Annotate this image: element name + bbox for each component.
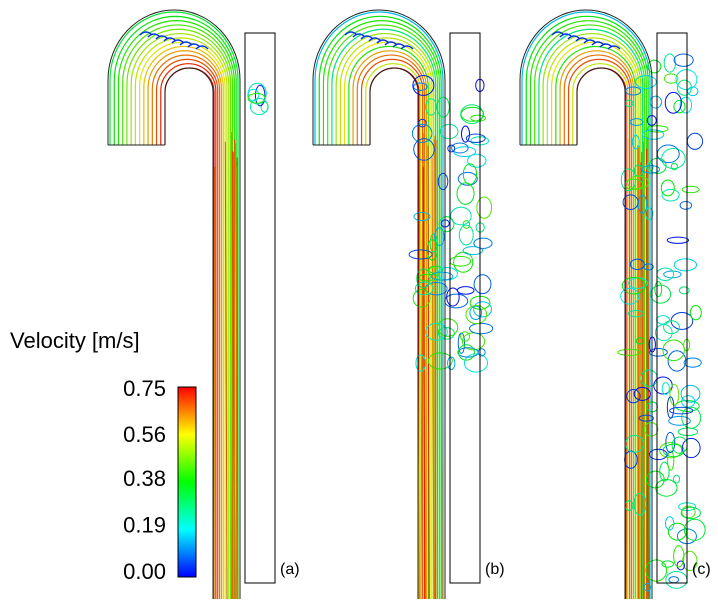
eddy [690,305,701,319]
pipe-outline [108,10,240,599]
eddy [250,99,267,115]
eddy [674,546,684,567]
colorbar-ticks: 0.75 0.56 0.38 0.19 0.00 [123,376,166,584]
eddy [474,275,491,294]
eddy [682,186,699,193]
eddy [662,561,674,567]
eddy [657,316,670,324]
streamline [366,64,421,599]
eddy [438,267,458,279]
eddy [664,54,675,72]
streamline [349,46,428,599]
eddy [470,323,493,333]
eddy [681,385,700,402]
tank-outline [657,33,687,583]
colorbar-tick-label: 0.00 [123,559,166,584]
streamline-panel: (a) [108,10,300,599]
eddy [668,451,674,470]
panel-label: (c) [692,561,711,578]
eddy [457,287,474,295]
streamline-panel: (b) [313,10,505,599]
eddy [451,207,472,225]
eddy [667,237,688,243]
eddy [461,126,469,142]
eddy [679,287,689,294]
eddy [426,99,437,115]
eddy [657,145,679,163]
streamline [110,12,238,599]
eddy [665,92,681,113]
eddy [662,383,669,395]
eddy [477,197,492,218]
eddy [661,180,674,196]
eddy [688,87,698,96]
streamline [370,68,419,599]
pipe-outline [520,10,652,599]
panel-label: (a) [280,561,300,578]
eddy [674,259,696,271]
eddy [656,480,677,497]
streamline [362,59,423,599]
eddy [674,54,693,66]
colorbar-tick-label: 0.56 [123,422,166,447]
eddy [668,351,686,371]
streamline [564,55,631,599]
streamline [569,59,630,599]
eddy [669,577,679,583]
streamline [236,166,237,599]
streamline-panels: (a) (b) (c) [108,10,711,599]
eddy [682,407,701,428]
streamline [573,64,628,599]
eddy [655,282,662,297]
streamline-panel: (c) [520,10,711,599]
colorbar-tick-label: 0.75 [123,376,166,401]
colorbar-title: Velocity [m/s] [10,328,140,353]
eddy [414,212,430,220]
eddy [457,183,474,204]
eddy [657,268,674,281]
colorbar [178,387,196,577]
eddy [674,100,685,112]
eddy [680,201,691,209]
streamline [556,47,635,599]
eddy [670,384,679,405]
streamline [560,51,633,599]
eddy [445,294,468,308]
eddy [687,133,702,149]
eddy [681,507,700,518]
eddy [680,97,692,113]
streamline [357,55,424,599]
colorbar-tick-label: 0.38 [123,466,166,491]
streamline [577,68,626,599]
eddy [678,428,697,436]
panel-label: (b) [485,561,505,578]
eddy [676,70,697,90]
eddy [468,154,486,167]
streamline [353,51,426,599]
eddy [464,354,487,372]
tank-outline [245,33,275,583]
eddy [682,438,700,457]
eddy [450,256,471,266]
eddy [662,148,685,168]
colorbar-tick-label: 0.19 [123,512,166,537]
